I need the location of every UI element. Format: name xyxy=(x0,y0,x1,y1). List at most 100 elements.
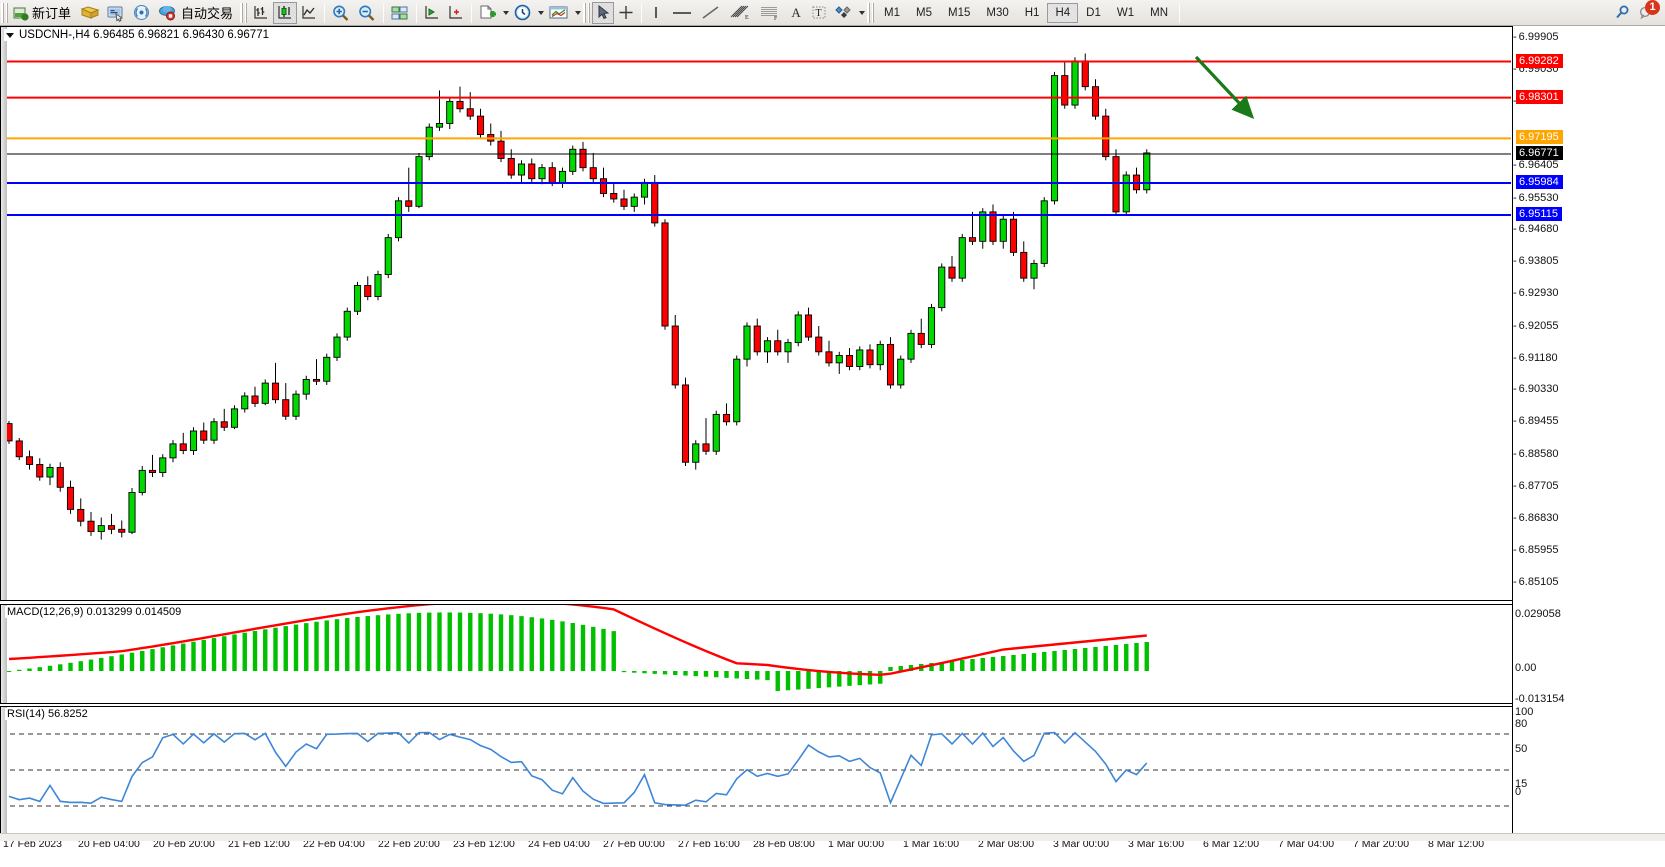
bar-chart-button[interactable] xyxy=(249,2,273,24)
line-chart-button[interactable] xyxy=(297,2,321,24)
folder-button[interactable] xyxy=(77,2,103,24)
vline-button[interactable] xyxy=(645,2,667,24)
toolbar-separator-4 xyxy=(471,2,473,23)
price-axis[interactable]: 6.999056.990306.981556.964056.955306.946… xyxy=(1512,26,1665,834)
rsi-tick: 100 xyxy=(1515,706,1534,718)
price-pane-grip[interactable] xyxy=(1,27,7,600)
candlestick-chart-button[interactable] xyxy=(273,1,298,24)
shift-end-button[interactable] xyxy=(420,2,444,24)
cursor-icon xyxy=(598,4,610,19)
zoom-in-button[interactable] xyxy=(328,2,354,24)
rsi-tick: 0 xyxy=(1515,786,1522,798)
shapes-dropdown-arrow[interactable] xyxy=(857,3,866,23)
period-dropdown-arrow[interactable] xyxy=(536,3,545,23)
main-toolbar: 新订单 自动交易 xyxy=(0,0,1665,26)
chart-root: USDCNH-,H4 6.96485 6.96821 6.96430 6.967… xyxy=(0,26,1665,867)
tf-m15[interactable]: M15 xyxy=(948,6,971,19)
period-button[interactable] xyxy=(510,2,536,24)
svg-text:F: F xyxy=(774,16,778,22)
price-tick: 6.96405 xyxy=(1513,159,1559,171)
folder-icon xyxy=(80,5,100,19)
macd-indicator-pane[interactable]: MACD(12,26,9) 0.013299 0.014509 xyxy=(0,604,1512,704)
rsi-indicator-pane[interactable]: RSI(14) 56.8252 xyxy=(0,706,1512,834)
price-chip-pivot[interactable]: 6.97195 xyxy=(1516,130,1563,145)
status-bar xyxy=(0,833,1665,841)
tf-h1[interactable]: H1 xyxy=(1024,6,1040,19)
price-chip-resistance-1[interactable]: 6.98301 xyxy=(1516,89,1563,104)
tf-m30[interactable]: M30 xyxy=(986,6,1009,19)
tf-w1[interactable]: W1 xyxy=(1116,6,1135,19)
chart-menu-caret-icon[interactable] xyxy=(6,32,14,38)
autotrade-icon xyxy=(159,5,176,20)
hline-button[interactable] xyxy=(667,2,697,24)
crosshair-button[interactable] xyxy=(614,2,638,24)
price-chip-support-2[interactable]: 6.95115 xyxy=(1516,206,1562,221)
rsi-tick: 15 xyxy=(1515,778,1528,790)
notification-badge: 1 xyxy=(1645,0,1660,15)
svg-text:T: T xyxy=(816,8,822,19)
macd-tick: -0.013154 xyxy=(1515,693,1565,705)
price-tick: 6.85105 xyxy=(1513,576,1559,588)
templates-button[interactable] xyxy=(545,2,573,24)
tile-windows-button[interactable] xyxy=(387,2,413,24)
toolbar-grip[interactable] xyxy=(1,2,8,23)
label-icon: T xyxy=(812,6,826,19)
zoom-out-icon xyxy=(359,5,375,21)
tf-m5[interactable]: M5 xyxy=(916,6,932,19)
timeframe-group: M1 M5 M15 M30 H1 H4 D1 W1 MN xyxy=(876,2,1176,23)
new-chart-button[interactable] xyxy=(475,2,501,24)
toolbar-grip-3[interactable] xyxy=(583,2,591,23)
trendline-icon xyxy=(702,5,719,19)
terminal-button[interactable] xyxy=(103,2,129,24)
rsi-pane-grip[interactable] xyxy=(1,707,7,833)
terminal-icon xyxy=(107,6,124,22)
fibo-icon: E xyxy=(730,5,749,21)
line-chart-icon xyxy=(302,5,316,19)
zoom-out-button[interactable] xyxy=(354,2,380,24)
toolbar-grip-2[interactable] xyxy=(240,2,248,23)
price-tick: 6.90330 xyxy=(1513,383,1559,395)
price-tick: 6.89455 xyxy=(1513,415,1559,427)
tf-m1[interactable]: M1 xyxy=(884,6,901,19)
fibo-button[interactable]: E xyxy=(725,2,755,24)
rsi-plot-layer xyxy=(1,731,1511,807)
price-chart-pane[interactable]: USDCNH-,H4 6.96485 6.96821 6.96430 6.967… xyxy=(0,26,1512,601)
price-tick: 6.87705 xyxy=(1513,480,1559,492)
price-tick: 6.92930 xyxy=(1513,287,1559,299)
text-button[interactable]: A xyxy=(791,4,801,20)
price-chip-resistance-2[interactable]: 6.99282 xyxy=(1516,53,1563,68)
tf-mn[interactable]: MN xyxy=(1150,6,1168,19)
shapes-button[interactable] xyxy=(831,2,857,24)
new-chart-dropdown-arrow[interactable] xyxy=(501,3,510,23)
toolbar-grip-4[interactable] xyxy=(867,2,875,23)
toolbar-separator-3 xyxy=(416,2,418,23)
zoom-in-icon xyxy=(333,5,349,21)
rsi-tick: 80 xyxy=(1515,718,1528,730)
auto-trade-button[interactable]: 自动交易 xyxy=(155,2,239,24)
macd-pane-grip[interactable] xyxy=(1,605,7,703)
svg-text:E: E xyxy=(745,15,749,21)
price-tick: 6.85955 xyxy=(1513,544,1559,556)
trendline-button[interactable] xyxy=(697,2,725,24)
search-button[interactable] xyxy=(1611,2,1635,24)
vline-icon xyxy=(655,6,657,18)
price-chip-current-price[interactable]: 6.96771 xyxy=(1516,146,1563,160)
price-chip-support-1[interactable]: 6.95984 xyxy=(1516,174,1563,189)
tf-h4[interactable]: H4 xyxy=(1047,2,1079,23)
templates-icon xyxy=(549,6,568,18)
chart-header: USDCNH-,H4 6.96485 6.96821 6.96430 6.967… xyxy=(4,29,271,41)
channel-button[interactable]: F xyxy=(755,2,785,24)
new-order-button[interactable]: 新订单 xyxy=(10,2,77,24)
signals-button[interactable] xyxy=(129,2,155,24)
templates-dropdown-arrow[interactable] xyxy=(573,3,582,23)
notification-button[interactable]: 1 xyxy=(1635,0,1660,24)
auto-scroll-button[interactable] xyxy=(444,2,468,24)
shapes-icon xyxy=(835,5,851,18)
price-tick: 6.93805 xyxy=(1513,255,1559,267)
search-icon xyxy=(1616,5,1629,18)
label-button[interactable]: T xyxy=(807,2,831,24)
tf-d1[interactable]: D1 xyxy=(1086,6,1101,19)
cursor-button[interactable] xyxy=(592,1,615,24)
hline-icon xyxy=(673,11,692,14)
rsi-title: RSI(14) 56.8252 xyxy=(5,708,90,720)
